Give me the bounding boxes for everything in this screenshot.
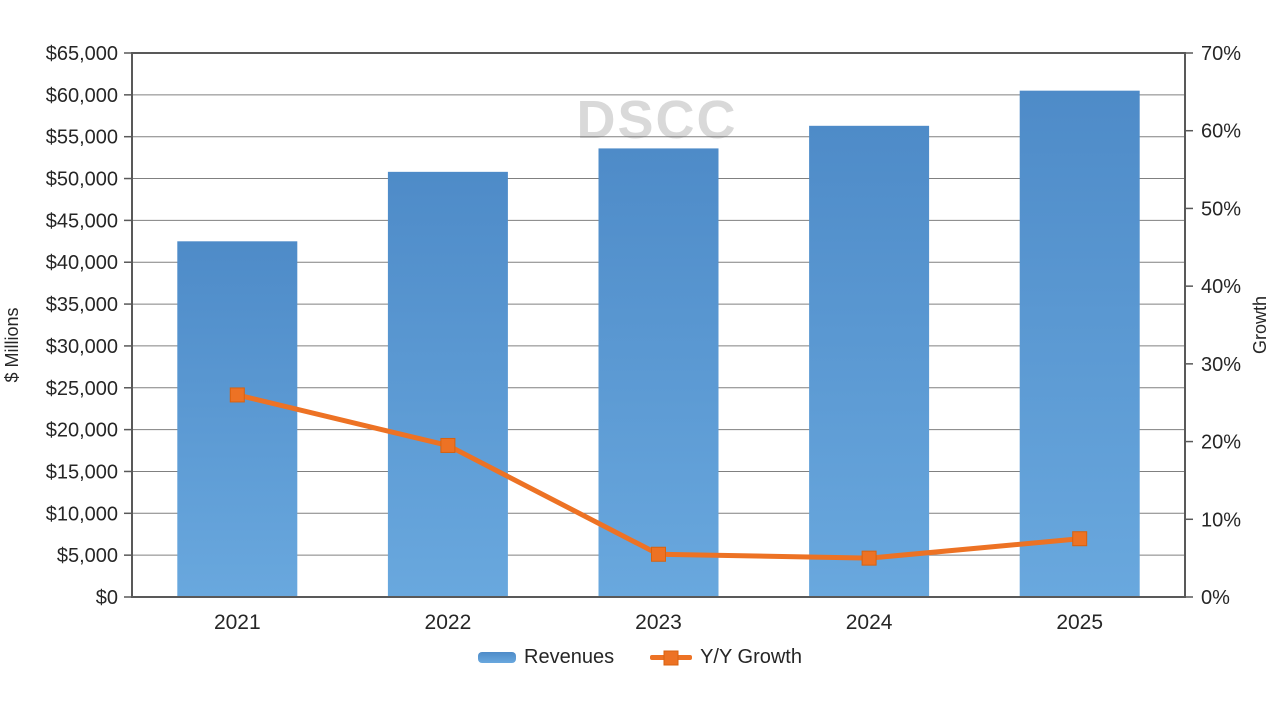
growth-marker-2023 <box>651 546 666 562</box>
right-axis-tick-label: 40% <box>1201 276 1241 298</box>
revenue-bar-2023 <box>598 148 719 597</box>
left-axis-tick-label: $45,000 <box>46 210 118 232</box>
growth-marker-2021 <box>229 387 245 403</box>
dscc-watermark: DSCC <box>576 90 737 150</box>
revenue-bar-2021 <box>177 241 298 598</box>
legend-label-growth: Y/Y Growth <box>700 646 802 668</box>
x-axis-label-2021: 2021 <box>214 611 261 634</box>
x-axis-label-2024: 2024 <box>846 611 893 634</box>
revenues-bar-swatch-icon <box>478 652 517 663</box>
left-axis-tick-label: $10,000 <box>46 503 118 525</box>
chart-legend: Revenues Y/Y Growth <box>0 646 1280 669</box>
growth-marker-2025 <box>1072 531 1088 547</box>
growth-marker-swatch-icon <box>663 650 679 665</box>
left-axis-tick-label: $55,000 <box>46 127 118 149</box>
right-axis-tick-label: 0% <box>1201 587 1230 609</box>
left-axis-tick-label: $15,000 <box>46 461 118 483</box>
x-axis-label-2023: 2023 <box>635 611 682 634</box>
revenue-bar-2025 <box>1019 90 1140 598</box>
right-axis-tick-label: 20% <box>1201 432 1241 454</box>
left-axis-tick-label: $40,000 <box>46 252 118 274</box>
left-axis-tick-label: $25,000 <box>46 378 118 400</box>
legend-item-growth: Y/Y Growth <box>650 646 802 669</box>
x-axis-label-2025: 2025 <box>1056 611 1103 634</box>
left-axis-tick-label: $50,000 <box>46 169 118 191</box>
plot-border <box>131 52 1186 598</box>
left-axis-tick-label: $60,000 <box>46 85 118 107</box>
x-axis-label-2022: 2022 <box>425 611 472 634</box>
right-axis-title: Growth <box>1250 296 1270 354</box>
right-axis-tick-label: 30% <box>1201 354 1241 376</box>
right-axis-tick-label: 60% <box>1201 121 1241 143</box>
left-axis-tick-label: $20,000 <box>46 420 118 442</box>
right-axis-tick-label: 50% <box>1201 198 1241 220</box>
legend-label-revenues: Revenues <box>524 646 615 668</box>
left-axis-tick-label: $35,000 <box>46 294 118 316</box>
growth-marker-2024 <box>861 550 877 566</box>
left-axis-tick-label: $5,000 <box>57 545 118 567</box>
revenue-bar-2024 <box>809 125 930 597</box>
right-axis-tick-label: 70% <box>1201 43 1241 65</box>
left-axis-title: $ Millions <box>2 307 22 382</box>
left-axis-tick-label: $30,000 <box>46 336 118 358</box>
left-axis-tick-label: $0 <box>96 587 118 609</box>
left-axis-tick-label: $65,000 <box>46 43 118 65</box>
growth-line-swatch-icon <box>650 650 693 665</box>
revenue-bar-2022 <box>387 171 508 597</box>
legend-item-revenues: Revenues <box>478 646 614 669</box>
right-axis-tick-label: 10% <box>1201 509 1241 531</box>
growth-marker-2022 <box>440 437 456 453</box>
